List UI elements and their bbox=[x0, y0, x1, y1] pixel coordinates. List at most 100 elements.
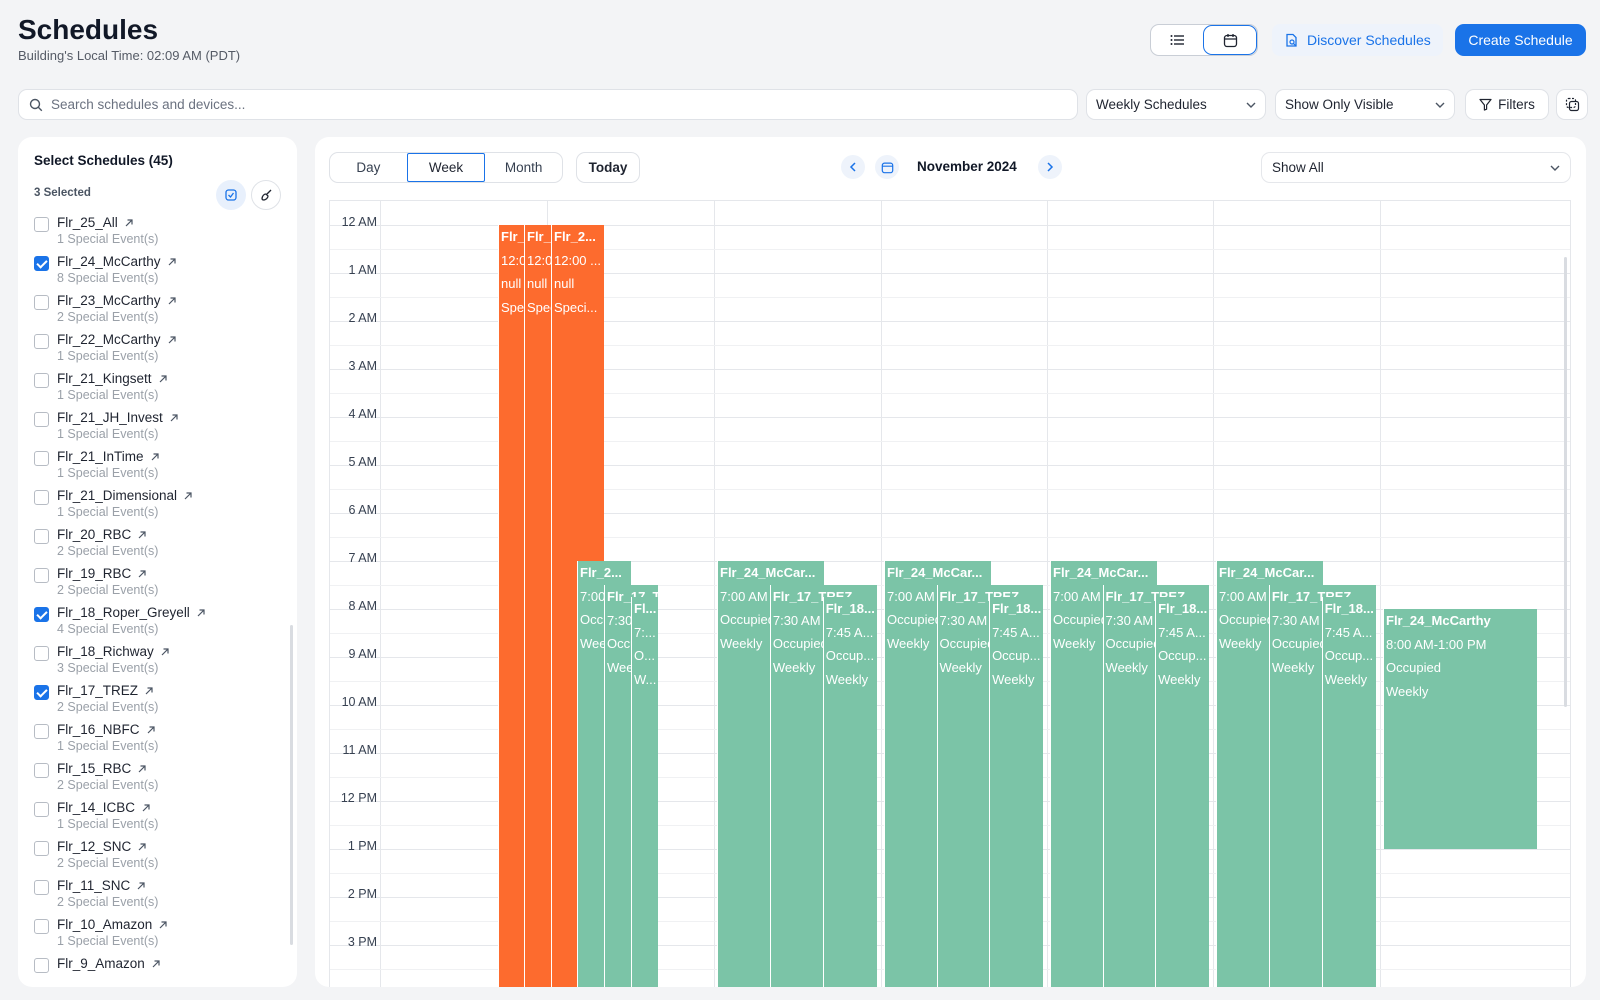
schedule-event-block[interactable]: Flr_18... 7:45 A... Occup... Weekly bbox=[989, 597, 1043, 987]
show-filter-select[interactable]: Show All bbox=[1261, 152, 1571, 183]
schedule-list-item[interactable]: Flr_14_ICBC 1 Special Event(s) bbox=[34, 800, 274, 839]
open-external-icon[interactable] bbox=[196, 608, 206, 618]
calendar-view-button[interactable] bbox=[1203, 25, 1257, 55]
schedule-name[interactable]: Flr_12_SNC bbox=[57, 839, 147, 854]
tab-month[interactable]: Month bbox=[504, 160, 543, 175]
schedule-name[interactable]: Flr_18_Richway bbox=[57, 644, 170, 659]
schedule-list-item[interactable]: Flr_18_Richway 3 Special Event(s) bbox=[34, 644, 274, 683]
schedule-list-item[interactable]: Flr_9_Amazon bbox=[34, 956, 274, 987]
schedule-name[interactable]: Flr_18_Roper_Greyell bbox=[57, 605, 206, 620]
schedule-checkbox[interactable] bbox=[34, 763, 49, 778]
schedule-event-block[interactable]: Flr_18... 7:45 A... Occup... Weekly bbox=[1155, 597, 1209, 987]
open-external-icon[interactable] bbox=[151, 959, 161, 969]
schedule-name[interactable]: Flr_21_Dimensional bbox=[57, 488, 193, 503]
schedule-name[interactable]: Flr_15_RBC bbox=[57, 761, 147, 776]
special-event-block[interactable]: Flr_18_Roper_Greyell 12:00 AM null Special … bbox=[524, 225, 551, 987]
schedule-list-item[interactable]: Flr_21_Dimensional 1 Special Event(s) bbox=[34, 488, 274, 527]
schedule-checkbox[interactable] bbox=[34, 607, 49, 622]
open-external-icon[interactable] bbox=[183, 491, 193, 501]
schedule-type-select[interactable]: Weekly Schedules bbox=[1086, 89, 1266, 120]
schedule-list-item[interactable]: Flr_21_Kingsett 1 Special Event(s) bbox=[34, 371, 274, 410]
schedule-list-item[interactable]: Flr_24_McCarthy 8 Special Event(s) bbox=[34, 254, 274, 293]
schedule-checkbox[interactable] bbox=[34, 724, 49, 739]
schedule-list-item[interactable]: Flr_15_RBC 2 Special Event(s) bbox=[34, 761, 274, 800]
schedule-name[interactable]: Flr_10_Amazon bbox=[57, 917, 168, 932]
schedule-checkbox[interactable] bbox=[34, 217, 49, 232]
schedule-event-block[interactable]: Fl... 7:... O... W... bbox=[631, 597, 658, 987]
schedule-name[interactable]: Flr_9_Amazon bbox=[57, 956, 161, 971]
date-picker-button[interactable] bbox=[875, 155, 899, 179]
schedule-checkbox[interactable] bbox=[34, 802, 49, 817]
prev-period-button[interactable] bbox=[841, 155, 865, 179]
search-input[interactable] bbox=[51, 97, 951, 112]
schedule-name[interactable]: Flr_22_McCarthy bbox=[57, 332, 177, 347]
open-external-icon[interactable] bbox=[167, 296, 177, 306]
schedule-checkbox[interactable] bbox=[34, 373, 49, 388]
list-scrollbar[interactable] bbox=[290, 625, 293, 945]
schedule-list-item[interactable]: Flr_11_SNC 2 Special Event(s) bbox=[34, 878, 274, 917]
visibility-select[interactable]: Show Only Visible bbox=[1275, 89, 1455, 120]
tab-week[interactable]: Week bbox=[406, 153, 486, 182]
open-external-icon[interactable] bbox=[137, 569, 147, 579]
schedule-checkbox[interactable] bbox=[34, 334, 49, 349]
special-event-block[interactable]: Flr_24_McCarthy 12:00 AM null Special Event bbox=[498, 225, 524, 987]
schedule-checkbox[interactable] bbox=[34, 919, 49, 934]
clear-selection-button[interactable] bbox=[251, 180, 281, 210]
schedule-event-block[interactable]: Flr_18... 7:45 A... Occup... Weekly bbox=[1321, 597, 1376, 987]
list-view-button[interactable] bbox=[1151, 25, 1203, 55]
schedule-name[interactable]: Flr_21_JH_Invest bbox=[57, 410, 179, 425]
discover-schedules-button[interactable]: Discover Schedules bbox=[1272, 24, 1443, 56]
open-external-icon[interactable] bbox=[136, 881, 146, 891]
open-external-icon[interactable] bbox=[160, 647, 170, 657]
schedule-checkbox[interactable] bbox=[34, 958, 49, 973]
open-external-icon[interactable] bbox=[158, 920, 168, 930]
schedule-list-item[interactable]: Flr_18_Roper_Greyell 4 Special Event(s) bbox=[34, 605, 274, 644]
filters-button[interactable]: Filters bbox=[1465, 89, 1549, 120]
schedule-checkbox[interactable] bbox=[34, 295, 49, 310]
schedule-name[interactable]: Flr_11_SNC bbox=[57, 878, 146, 893]
schedule-list-item[interactable]: Flr_25_All 1 Special Event(s) bbox=[34, 215, 274, 254]
schedule-list-item[interactable]: Flr_20_RBC 2 Special Event(s) bbox=[34, 527, 274, 566]
create-schedule-button[interactable]: Create Schedule bbox=[1455, 24, 1586, 56]
open-external-icon[interactable] bbox=[137, 842, 147, 852]
calendar-scrollbar[interactable] bbox=[1564, 257, 1567, 707]
schedule-list-item[interactable]: Flr_21_JH_Invest 1 Special Event(s) bbox=[34, 410, 274, 449]
open-external-icon[interactable] bbox=[144, 686, 154, 696]
schedule-list-item[interactable]: Flr_16_NBFC 1 Special Event(s) bbox=[34, 722, 274, 761]
schedule-name[interactable]: Flr_19_RBC bbox=[57, 566, 147, 581]
schedule-list-item[interactable]: Flr_21_InTime 1 Special Event(s) bbox=[34, 449, 274, 488]
schedule-checkbox[interactable] bbox=[34, 880, 49, 895]
schedule-name[interactable]: Flr_20_RBC bbox=[57, 527, 147, 542]
schedule-list-item[interactable]: Flr_17_TREZ 2 Special Event(s) bbox=[34, 683, 274, 722]
schedule-name[interactable]: Flr_21_Kingsett bbox=[57, 371, 168, 386]
schedule-name[interactable]: Flr_14_ICBC bbox=[57, 800, 151, 815]
schedule-list-item[interactable]: Flr_19_RBC 2 Special Event(s) bbox=[34, 566, 274, 605]
column-settings-button[interactable] bbox=[1556, 89, 1588, 120]
toggle-selection-button[interactable] bbox=[216, 180, 246, 210]
schedule-checkbox[interactable] bbox=[34, 451, 49, 466]
open-external-icon[interactable] bbox=[150, 452, 160, 462]
schedule-name[interactable]: Flr_24_McCarthy bbox=[57, 254, 177, 269]
schedule-name[interactable]: Flr_17_TREZ bbox=[57, 683, 154, 698]
schedule-checkbox[interactable] bbox=[34, 685, 49, 700]
tab-day[interactable]: Day bbox=[356, 160, 381, 175]
open-external-icon[interactable] bbox=[158, 374, 168, 384]
schedule-checkbox[interactable] bbox=[34, 412, 49, 427]
schedule-list-item[interactable]: Flr_10_Amazon 1 Special Event(s) bbox=[34, 917, 274, 956]
schedule-name[interactable]: Flr_21_InTime bbox=[57, 449, 160, 464]
schedule-checkbox[interactable] bbox=[34, 490, 49, 505]
schedule-event-block[interactable]: Flr_24_McCarthy 8:00 AM-1:00 PM Occupied We… bbox=[1383, 609, 1537, 849]
schedule-checkbox[interactable] bbox=[34, 256, 49, 271]
open-external-icon[interactable] bbox=[137, 530, 147, 540]
schedule-list-item[interactable]: Flr_23_McCarthy 2 Special Event(s) bbox=[34, 293, 274, 332]
open-external-icon[interactable] bbox=[146, 725, 156, 735]
schedule-list-item[interactable]: Flr_22_McCarthy 1 Special Event(s) bbox=[34, 332, 274, 371]
open-external-icon[interactable] bbox=[141, 803, 151, 813]
schedule-checkbox[interactable] bbox=[34, 568, 49, 583]
today-button[interactable]: Today bbox=[576, 152, 640, 183]
next-period-button[interactable] bbox=[1038, 155, 1062, 179]
schedule-checkbox[interactable] bbox=[34, 646, 49, 661]
schedule-checkbox[interactable] bbox=[34, 841, 49, 856]
schedule-checkbox[interactable] bbox=[34, 529, 49, 544]
open-external-icon[interactable] bbox=[124, 218, 134, 228]
